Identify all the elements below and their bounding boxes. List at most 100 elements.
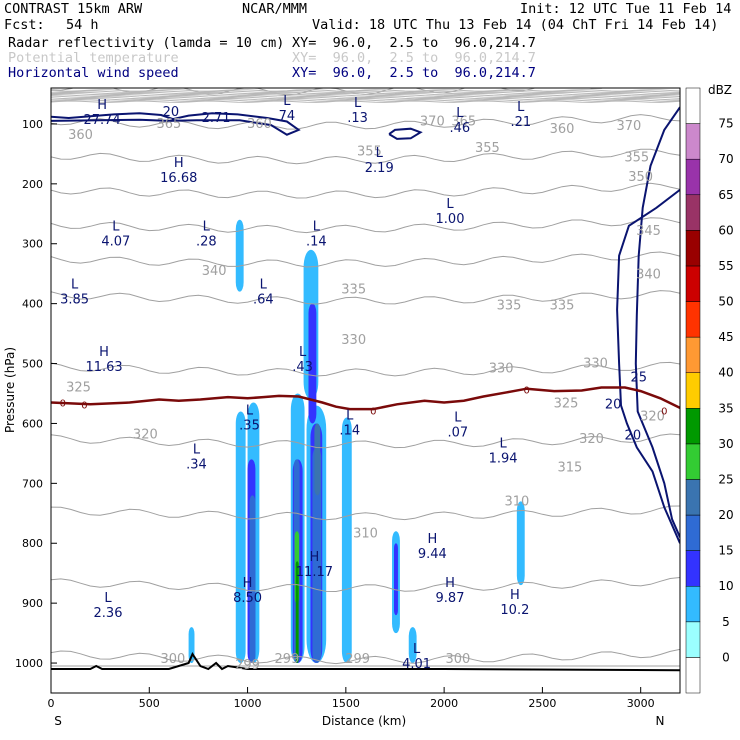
- theta-isentrope: [51, 148, 680, 165]
- colorbar-swatch: [685, 336, 701, 373]
- wind-contour-20: [616, 189, 680, 544]
- extremum-value-label: 9.44: [418, 547, 447, 562]
- theta-isentrope: [51, 182, 680, 199]
- theta-contour-label: 315: [558, 460, 583, 475]
- colorbar-swatch: [685, 479, 701, 516]
- extremum-value-label: 4.07: [101, 235, 130, 250]
- header-org: NCAR/MMM: [242, 1, 308, 17]
- y-tick-label: 500: [22, 358, 43, 371]
- colorbar-level-label: 60: [718, 223, 733, 237]
- colorbar-level-label: 0: [722, 650, 730, 664]
- wind-extremum: L4.01: [402, 642, 431, 672]
- colorbar-level-label: 25: [718, 472, 733, 486]
- extremum-value-label: 3.85: [60, 293, 89, 308]
- theta-contour-label: 310: [504, 495, 529, 510]
- theta-isentrope: [51, 290, 680, 305]
- wind-extremum: H10.2: [500, 588, 529, 618]
- y-tick-label: 700: [22, 477, 43, 490]
- extremum-type-label: L: [517, 100, 525, 115]
- plot-frame: [50, 87, 681, 694]
- extremum-value-label: 27.74: [83, 113, 120, 128]
- theta-contour-label: 370: [420, 115, 445, 130]
- theta-contour-label: 340: [636, 267, 661, 282]
- theta-contour-label: 360: [247, 117, 272, 132]
- extremum-type-label: L: [454, 411, 462, 426]
- colorbar-swatch: [685, 621, 701, 658]
- wind-extremum: H11.63: [85, 345, 122, 375]
- colorbar-level-label: 45: [718, 330, 733, 344]
- theta-contour-label: 365: [451, 115, 476, 130]
- theta-contour-label: 325: [554, 396, 579, 411]
- x-end-label-north: N: [656, 714, 665, 728]
- theta-isentrope: [51, 99, 680, 102]
- extremum-value-label: .43: [292, 360, 313, 375]
- wind-extremum: 2.71: [202, 111, 231, 126]
- theta-contour-label: 350: [628, 170, 653, 185]
- theta-isentrope: [51, 114, 680, 130]
- extremum-type-label: L: [203, 220, 211, 235]
- extremum-type-label: L: [104, 591, 112, 606]
- freezing-level-label: 0: [523, 385, 529, 396]
- wind-extremum: L1.00: [436, 197, 465, 227]
- colorbar-swatch: [685, 87, 701, 124]
- colorbar-level-label: 70: [718, 152, 733, 166]
- header-field-2-xy: XY= 96.0, 2.5 to 96.0,214.7: [292, 50, 536, 66]
- colorbar-level-label: 20: [718, 508, 733, 522]
- extremum-value-label: .14: [306, 235, 327, 250]
- reflectivity-cell: [394, 543, 398, 616]
- extremum-value-label: 2.36: [94, 606, 123, 621]
- colorbar-level-label: 30: [718, 437, 733, 451]
- extremum-type-label: L: [193, 442, 201, 457]
- extremum-value-label: 9.87: [436, 591, 465, 606]
- wind-extremum: L.34: [186, 442, 207, 472]
- extremum-value-label: .46: [450, 121, 471, 136]
- extremum-type-label: H: [310, 550, 320, 565]
- theta-isentrope: [51, 648, 680, 665]
- freezing-level-label: 0: [81, 400, 87, 411]
- theta-isentrope: [51, 577, 680, 593]
- wind-contour-label: 20: [605, 397, 622, 412]
- terrain-line: [51, 652, 680, 672]
- extremum-type-label: L: [456, 106, 464, 121]
- theta-contour-label: 355: [624, 151, 649, 166]
- theta-contour-label: 360: [68, 128, 93, 143]
- theta-contour-label: 320: [640, 409, 665, 424]
- theta-contour-label: 355: [475, 141, 500, 156]
- colorbar-swatch: [685, 514, 701, 551]
- x-tick-label: 0: [48, 697, 55, 710]
- y-tick-label: 1000: [15, 657, 43, 670]
- extremum-value-label: 1.00: [436, 212, 465, 227]
- header-fcst-value: 54 h: [66, 17, 99, 33]
- theta-contour-label: 335: [550, 299, 575, 314]
- extremum-value-label: .07: [448, 426, 469, 441]
- theta-contour-label: 355: [357, 145, 382, 160]
- theta-contour-label: 299: [274, 652, 299, 667]
- wind-extremum: L2.36: [94, 591, 123, 621]
- reflectivity-cell: [312, 447, 322, 664]
- header-field-3: Horizontal wind speed: [8, 65, 179, 81]
- extremum-value-label: .13: [347, 111, 368, 126]
- reflectivity-cell: [235, 411, 246, 664]
- wind-extremum: L.14: [339, 408, 360, 438]
- theta-contour-label: 299: [235, 658, 260, 673]
- colorbar-swatch: [685, 301, 701, 338]
- wind-extremum: L.35: [239, 403, 260, 433]
- extremum-type-label: L: [260, 278, 268, 293]
- wind-extremum: H11.17: [296, 550, 333, 580]
- y-tick-label: 800: [22, 537, 43, 550]
- reflectivity-cell: [516, 501, 525, 586]
- theta-contour-label: 330: [583, 357, 608, 372]
- reflectivity-cell: [314, 423, 321, 496]
- theta-contour-label: 310: [353, 526, 378, 541]
- freezing-level-line: [51, 386, 680, 411]
- header-field-2: Potential temperature: [8, 50, 179, 66]
- theta-contour-label: 330: [341, 333, 366, 348]
- theta-isentrope: [51, 217, 680, 234]
- extremum-value-label: .35: [239, 418, 260, 433]
- extremum-value-label: 8.50: [233, 591, 262, 606]
- extremum-value-label: 11.63: [85, 360, 122, 375]
- colorbar-swatch: [685, 408, 701, 445]
- wind-extremum: L.46: [450, 106, 471, 136]
- colorbar-swatch: [685, 657, 701, 694]
- theta-isentrope: [51, 91, 680, 95]
